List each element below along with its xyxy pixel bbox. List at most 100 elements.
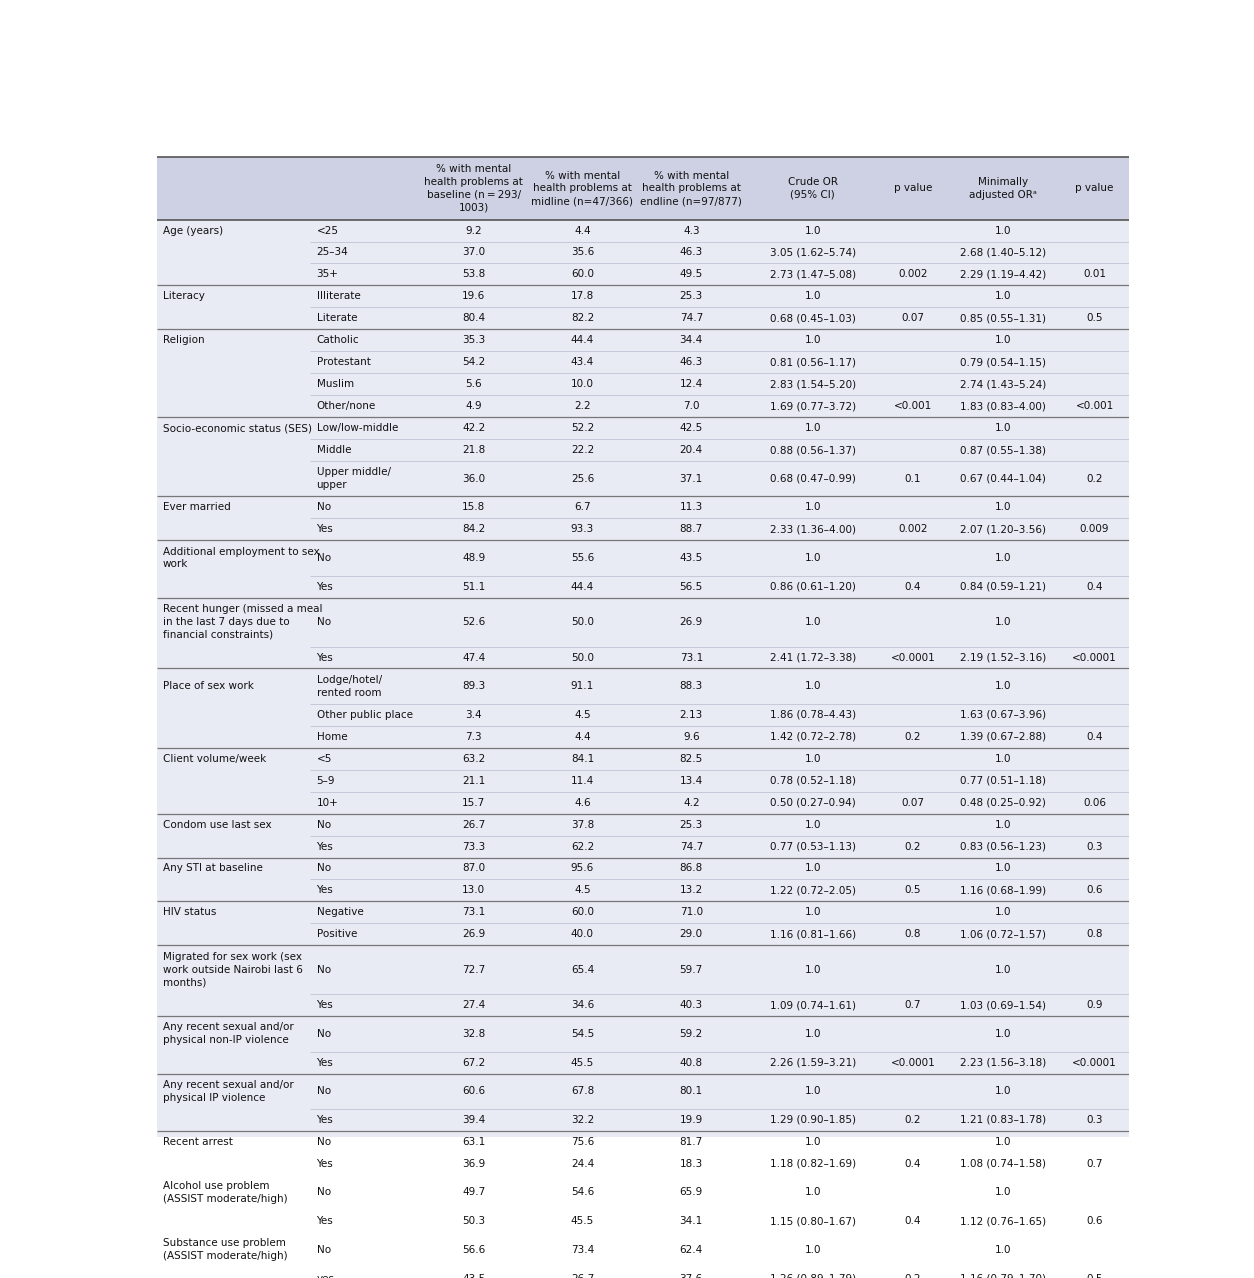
FancyBboxPatch shape bbox=[157, 1109, 1129, 1131]
FancyBboxPatch shape bbox=[157, 668, 1129, 704]
Text: 1.22 (0.72–2.05): 1.22 (0.72–2.05) bbox=[770, 886, 855, 896]
Text: Yes: Yes bbox=[316, 841, 334, 851]
Text: Yes: Yes bbox=[316, 1159, 334, 1169]
Text: <0.0001: <0.0001 bbox=[890, 1057, 935, 1067]
Text: Lodge/hotel/
rented room: Lodge/hotel/ rented room bbox=[316, 675, 381, 698]
Text: 52.2: 52.2 bbox=[571, 423, 594, 433]
FancyBboxPatch shape bbox=[157, 285, 1129, 308]
Text: % with mental
health problems at
endline (n=97/877): % with mental health problems at endline… bbox=[641, 170, 742, 206]
Text: 45.5: 45.5 bbox=[571, 1057, 594, 1067]
FancyBboxPatch shape bbox=[157, 373, 1129, 395]
FancyBboxPatch shape bbox=[157, 440, 1129, 461]
FancyBboxPatch shape bbox=[157, 598, 1129, 647]
FancyBboxPatch shape bbox=[157, 748, 1129, 769]
Text: Any recent sexual and/or
physical IP violence: Any recent sexual and/or physical IP vio… bbox=[163, 1080, 293, 1103]
Text: 0.68 (0.47–0.99): 0.68 (0.47–0.99) bbox=[770, 474, 855, 483]
Text: <5: <5 bbox=[316, 754, 332, 764]
FancyBboxPatch shape bbox=[157, 263, 1129, 285]
Text: 89.3: 89.3 bbox=[461, 681, 485, 691]
Text: 0.77 (0.53–1.13): 0.77 (0.53–1.13) bbox=[770, 841, 855, 851]
Text: 1.18 (0.82–1.69): 1.18 (0.82–1.69) bbox=[770, 1159, 855, 1169]
Text: 1.0: 1.0 bbox=[805, 819, 821, 829]
Text: No: No bbox=[316, 617, 331, 627]
Text: 2.07 (1.20–3.56): 2.07 (1.20–3.56) bbox=[961, 524, 1046, 534]
Text: 37.6: 37.6 bbox=[680, 1273, 703, 1278]
Text: Catholic: Catholic bbox=[316, 335, 359, 345]
Text: 21.1: 21.1 bbox=[461, 776, 485, 786]
Text: 87.0: 87.0 bbox=[461, 864, 485, 873]
Text: 1.16 (0.79–1.70): 1.16 (0.79–1.70) bbox=[961, 1273, 1046, 1278]
Text: 1.0: 1.0 bbox=[805, 1029, 821, 1039]
Text: 0.4: 0.4 bbox=[1086, 732, 1102, 741]
Text: 0.50 (0.27–0.94): 0.50 (0.27–0.94) bbox=[770, 797, 855, 808]
Text: 1.16 (0.81–1.66): 1.16 (0.81–1.66) bbox=[770, 929, 855, 939]
Text: 25.6: 25.6 bbox=[571, 474, 594, 483]
Text: 80.4: 80.4 bbox=[461, 313, 485, 323]
Text: 0.79 (0.54–1.15): 0.79 (0.54–1.15) bbox=[961, 358, 1046, 367]
Text: 1.0: 1.0 bbox=[994, 553, 1012, 564]
Text: 26.9: 26.9 bbox=[461, 929, 485, 939]
Text: 84.2: 84.2 bbox=[461, 524, 485, 534]
FancyBboxPatch shape bbox=[157, 395, 1129, 417]
Text: Yes: Yes bbox=[316, 1001, 334, 1010]
Text: 1.0: 1.0 bbox=[805, 1187, 821, 1197]
Text: 19.6: 19.6 bbox=[461, 291, 485, 302]
Text: Literacy: Literacy bbox=[163, 291, 204, 302]
Text: 1.39 (0.67–2.88): 1.39 (0.67–2.88) bbox=[961, 732, 1046, 741]
Text: No: No bbox=[316, 864, 331, 873]
Text: 43.5: 43.5 bbox=[680, 553, 703, 564]
Text: <0.0001: <0.0001 bbox=[1072, 653, 1117, 662]
Text: 75.6: 75.6 bbox=[571, 1137, 594, 1146]
Text: 0.83 (0.56–1.23): 0.83 (0.56–1.23) bbox=[961, 841, 1046, 851]
FancyBboxPatch shape bbox=[157, 1232, 1129, 1268]
FancyBboxPatch shape bbox=[157, 791, 1129, 814]
FancyBboxPatch shape bbox=[157, 519, 1129, 541]
Text: Negative: Negative bbox=[316, 907, 364, 918]
Text: 1.0: 1.0 bbox=[805, 1086, 821, 1097]
Text: 1.0: 1.0 bbox=[805, 681, 821, 691]
Text: 88.7: 88.7 bbox=[680, 524, 703, 534]
Text: 43.5: 43.5 bbox=[461, 1273, 485, 1278]
Text: Illiterate: Illiterate bbox=[316, 291, 360, 302]
Text: Other public place: Other public place bbox=[316, 709, 413, 720]
Text: Low/low-middle: Low/low-middle bbox=[316, 423, 398, 433]
Text: 1.0: 1.0 bbox=[994, 864, 1012, 873]
Text: Yes: Yes bbox=[316, 886, 334, 896]
Text: 1.0: 1.0 bbox=[805, 502, 821, 512]
Text: 1.0: 1.0 bbox=[805, 1137, 821, 1146]
Text: 0.01: 0.01 bbox=[1083, 270, 1106, 280]
Text: 24.4: 24.4 bbox=[571, 1159, 594, 1169]
Text: 1.0: 1.0 bbox=[994, 754, 1012, 764]
Text: Home: Home bbox=[316, 732, 347, 741]
Text: 35+: 35+ bbox=[316, 270, 339, 280]
FancyBboxPatch shape bbox=[157, 1153, 1129, 1174]
Text: 15.8: 15.8 bbox=[461, 502, 485, 512]
Text: 48.9: 48.9 bbox=[461, 553, 485, 564]
Text: 4.4: 4.4 bbox=[574, 732, 591, 741]
Text: Yes: Yes bbox=[316, 1114, 334, 1125]
Text: 1.0: 1.0 bbox=[805, 553, 821, 564]
Text: 73.4: 73.4 bbox=[571, 1245, 594, 1255]
Text: No: No bbox=[316, 1187, 331, 1197]
Text: 1.0: 1.0 bbox=[805, 907, 821, 918]
Text: 1.0: 1.0 bbox=[805, 291, 821, 302]
Text: 1.0: 1.0 bbox=[994, 1029, 1012, 1039]
Text: 40.0: 40.0 bbox=[571, 929, 594, 939]
Text: Upper middle/
upper: Upper middle/ upper bbox=[316, 468, 390, 489]
Text: 40.8: 40.8 bbox=[680, 1057, 702, 1067]
Text: 39.4: 39.4 bbox=[461, 1114, 485, 1125]
Text: 2.23 (1.56–3.18): 2.23 (1.56–3.18) bbox=[961, 1057, 1046, 1067]
Text: 1.86 (0.78–4.43): 1.86 (0.78–4.43) bbox=[770, 709, 855, 720]
Text: 49.5: 49.5 bbox=[680, 270, 703, 280]
Text: 1.09 (0.74–1.61): 1.09 (0.74–1.61) bbox=[770, 1001, 855, 1010]
Text: 4.5: 4.5 bbox=[574, 886, 591, 896]
FancyBboxPatch shape bbox=[157, 1268, 1129, 1278]
Text: 15.7: 15.7 bbox=[461, 797, 485, 808]
Text: Positive: Positive bbox=[316, 929, 357, 939]
Text: No: No bbox=[316, 965, 331, 975]
FancyBboxPatch shape bbox=[157, 417, 1129, 440]
Text: 29.0: 29.0 bbox=[680, 929, 702, 939]
Text: 0.002: 0.002 bbox=[898, 524, 928, 534]
Text: 42.5: 42.5 bbox=[680, 423, 703, 433]
Text: 1.0: 1.0 bbox=[994, 225, 1012, 235]
